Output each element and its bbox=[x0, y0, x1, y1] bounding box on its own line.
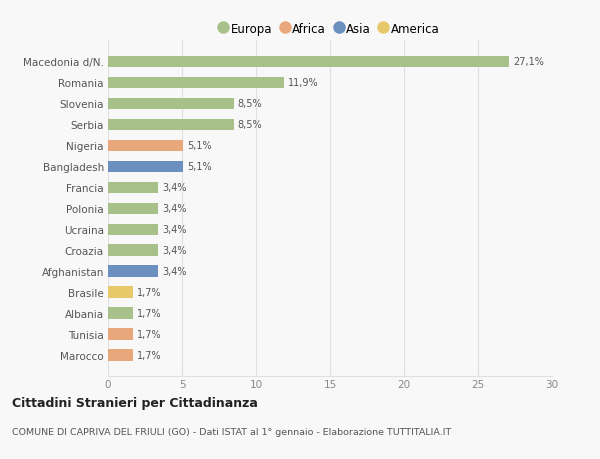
Text: 5,1%: 5,1% bbox=[187, 162, 212, 172]
Bar bbox=[108, 140, 184, 152]
Text: 3,4%: 3,4% bbox=[162, 267, 187, 277]
Bar bbox=[108, 161, 184, 173]
Bar bbox=[108, 350, 133, 361]
Text: COMUNE DI CAPRIVA DEL FRIULI (GO) - Dati ISTAT al 1° gennaio - Elaborazione TUTT: COMUNE DI CAPRIVA DEL FRIULI (GO) - Dati… bbox=[12, 427, 451, 436]
Bar bbox=[108, 56, 509, 68]
Bar bbox=[108, 329, 133, 340]
Text: 27,1%: 27,1% bbox=[513, 57, 544, 67]
Text: 8,5%: 8,5% bbox=[238, 120, 262, 130]
Bar bbox=[108, 287, 133, 298]
Text: 1,7%: 1,7% bbox=[137, 350, 161, 360]
Text: 3,4%: 3,4% bbox=[162, 204, 187, 214]
Bar bbox=[108, 245, 158, 257]
Bar bbox=[108, 224, 158, 235]
Text: 3,4%: 3,4% bbox=[162, 225, 187, 235]
Text: 11,9%: 11,9% bbox=[288, 78, 319, 88]
Bar bbox=[108, 78, 284, 89]
Text: 1,7%: 1,7% bbox=[137, 330, 161, 340]
Bar bbox=[108, 119, 234, 131]
Legend: Europa, Africa, Asia, America: Europa, Africa, Asia, America bbox=[218, 20, 442, 38]
Text: 5,1%: 5,1% bbox=[187, 141, 212, 151]
Text: Cittadini Stranieri per Cittadinanza: Cittadini Stranieri per Cittadinanza bbox=[12, 396, 258, 409]
Text: 3,4%: 3,4% bbox=[162, 246, 187, 256]
Bar bbox=[108, 266, 158, 277]
Bar bbox=[108, 182, 158, 194]
Bar bbox=[108, 308, 133, 319]
Bar bbox=[108, 98, 234, 110]
Text: 1,7%: 1,7% bbox=[137, 308, 161, 319]
Bar bbox=[108, 203, 158, 215]
Text: 8,5%: 8,5% bbox=[238, 99, 262, 109]
Text: 3,4%: 3,4% bbox=[162, 183, 187, 193]
Text: 1,7%: 1,7% bbox=[137, 288, 161, 297]
